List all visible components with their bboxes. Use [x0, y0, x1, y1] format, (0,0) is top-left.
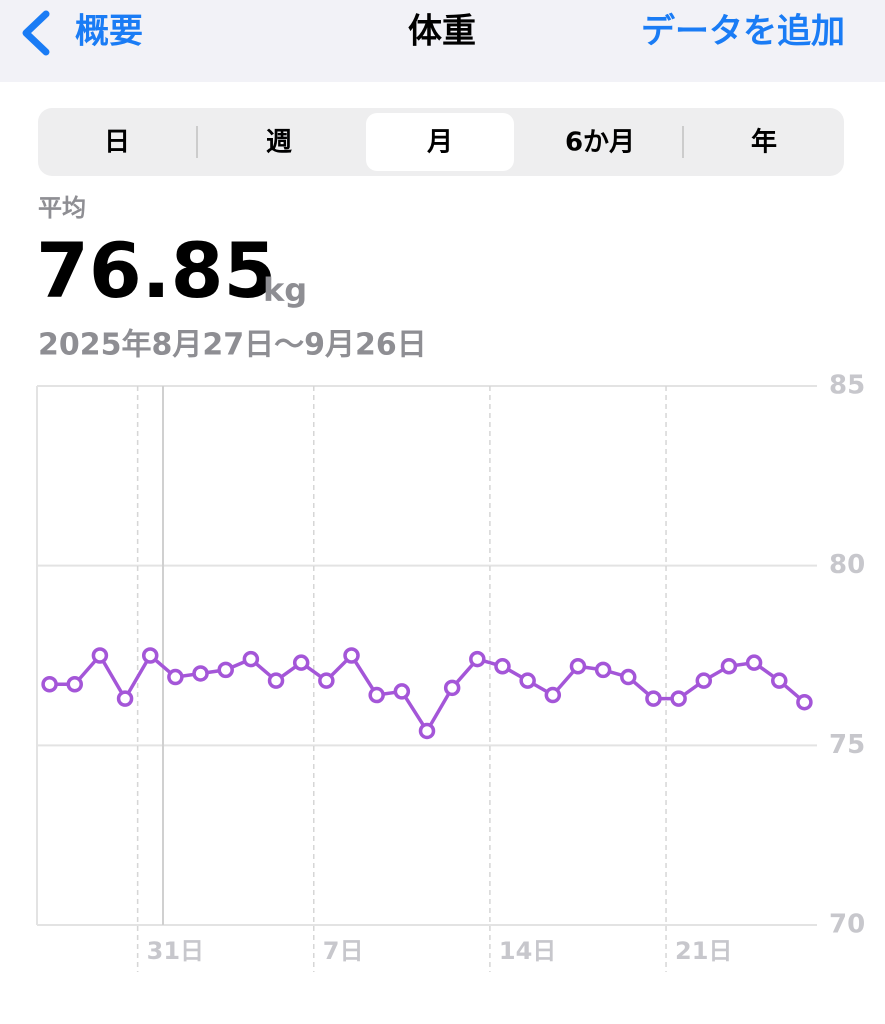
selected-segment	[366, 113, 514, 171]
summary-unit: kg	[263, 271, 307, 309]
data-point	[443, 679, 461, 697]
data-point	[745, 654, 763, 671]
chart: 70 75 80 85 31日 7日 14日 21日	[36, 371, 865, 972]
data-point	[116, 690, 134, 707]
data-point	[771, 672, 788, 689]
data-point	[141, 647, 159, 664]
data-point	[393, 683, 411, 700]
data-point	[418, 722, 436, 740]
add-data-button[interactable]: データを追加	[641, 12, 845, 52]
data-point	[91, 647, 109, 664]
data-point	[192, 665, 209, 682]
y-tick-label: 80	[829, 550, 865, 580]
data-point	[519, 672, 536, 689]
x-tick-label: 14日	[499, 937, 556, 965]
data-point	[292, 654, 310, 671]
y-tick-label: 85	[829, 371, 865, 401]
data-point	[796, 693, 813, 711]
data-point	[167, 668, 184, 686]
segment[interactable]: 6か月	[565, 128, 635, 158]
data-point	[695, 672, 713, 689]
y-tick-label: 70	[829, 910, 865, 940]
segment[interactable]: 日	[104, 128, 130, 158]
data-point	[368, 686, 385, 704]
data-point	[217, 661, 234, 679]
data-point	[720, 658, 738, 675]
data-point	[645, 690, 662, 707]
data-point	[318, 672, 335, 689]
segment[interactable]: 週	[266, 128, 292, 158]
data-point	[620, 668, 637, 686]
x-tick-label: 21日	[675, 937, 732, 965]
data-point	[41, 675, 58, 693]
data-point	[544, 686, 562, 704]
data-point	[267, 672, 285, 689]
data-point	[343, 647, 360, 664]
summary-label: 平均	[38, 194, 86, 222]
x-tick-label: 31日	[147, 937, 204, 965]
data-point	[469, 650, 486, 668]
nav-title: 体重	[408, 12, 476, 52]
segment[interactable]: 年	[751, 127, 777, 158]
y-tick-label: 75	[829, 730, 865, 760]
back-chevron[interactable]	[22, 10, 50, 56]
segment[interactable]: 月	[426, 128, 453, 158]
data-point	[594, 661, 612, 679]
data-point	[569, 658, 587, 675]
data-point	[494, 658, 511, 675]
x-tick-label: 7日	[323, 937, 364, 965]
data-point	[66, 675, 83, 693]
back-button[interactable]: 概要	[75, 12, 143, 52]
summary-value: 76.85	[36, 226, 276, 315]
date-range: 2025年8月27日～9月26日	[38, 328, 427, 363]
data-point	[670, 690, 687, 707]
data-point	[242, 650, 260, 668]
nav-bar	[0, 0, 885, 82]
